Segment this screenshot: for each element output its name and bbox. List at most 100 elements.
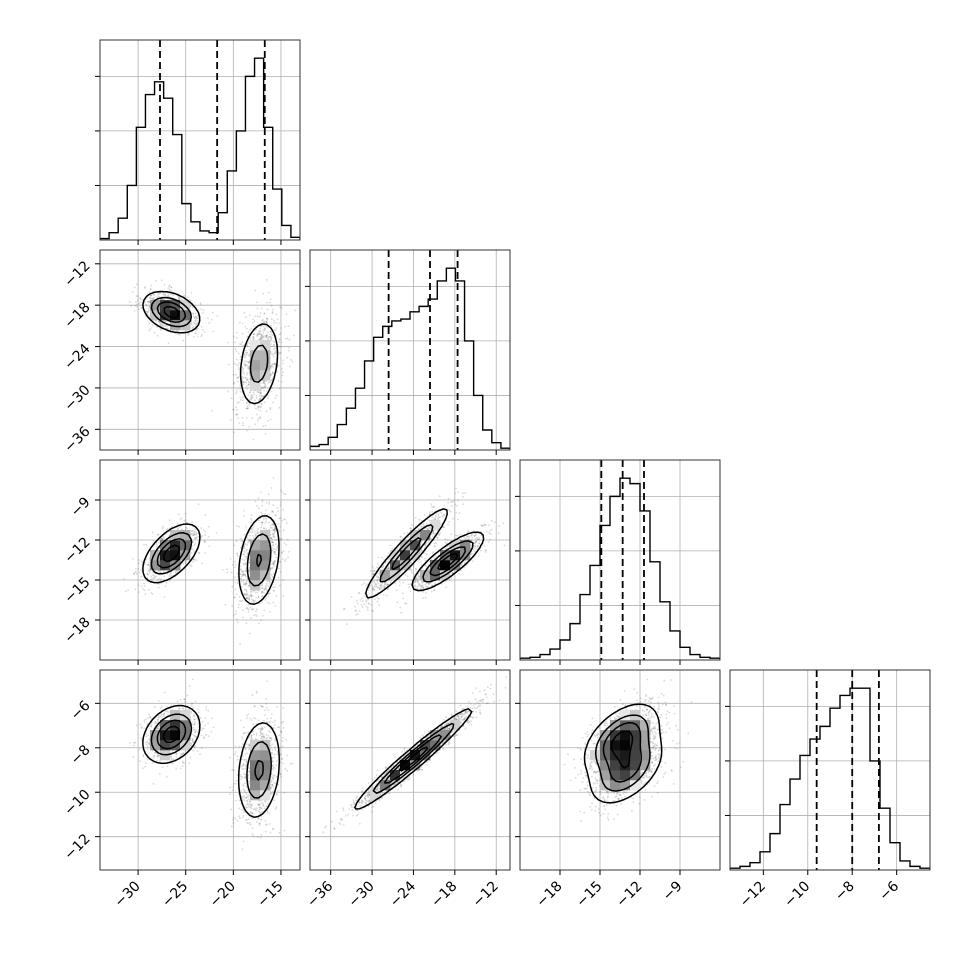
scatter-point: [175, 570, 178, 572]
scatter-point: [396, 601, 399, 604]
scatter-point: [274, 347, 277, 350]
scatter-point: [262, 527, 265, 530]
scatter-point: [245, 526, 248, 528]
scatter-point: [146, 312, 149, 315]
scatter-point: [450, 505, 453, 507]
scatter-point: [272, 561, 275, 564]
scatter-point: [279, 538, 282, 540]
scatter-point: [422, 523, 425, 525]
scatter-point: [185, 521, 188, 524]
scatter-point: [257, 595, 260, 598]
scatter-point: [190, 565, 193, 568]
scatter-point: [454, 503, 457, 506]
scatter-point: [243, 353, 246, 355]
scatter-point: [182, 339, 185, 342]
scatter-point: [264, 585, 267, 588]
scatter-point: [243, 559, 246, 561]
scatter-point: [259, 337, 262, 339]
scatter-point: [394, 582, 397, 585]
scatter-point: [255, 334, 258, 337]
scatter-point: [258, 315, 261, 318]
scatter-point: [273, 551, 276, 554]
scatter-point: [248, 598, 251, 601]
density-cell: [160, 300, 171, 311]
scatter-point: [260, 526, 263, 529]
scatter-point: [284, 518, 286, 521]
scatter-point: [148, 329, 151, 332]
scatter-point: [272, 586, 274, 589]
histogram-panel-2: [520, 460, 720, 660]
scatter-point: [168, 288, 171, 291]
scatter-point: [448, 509, 451, 511]
scatter-point: [435, 555, 437, 558]
scatter-point: [409, 583, 412, 586]
scatter-point: [138, 591, 140, 593]
scatter-point: [164, 324, 166, 327]
scatter-point: [270, 537, 273, 539]
scatter-point: [260, 335, 262, 338]
scatter-point: [238, 368, 241, 371]
scatter-point: [256, 532, 259, 534]
scatter-point: [239, 355, 242, 358]
scatter-point: [271, 567, 273, 570]
scatter-point: [358, 592, 361, 595]
scatter-point: [489, 538, 491, 541]
scatter-point: [261, 590, 264, 593]
scatter-point: [269, 407, 272, 409]
scatter-point: [268, 583, 271, 585]
scatter-point: [472, 529, 475, 532]
scatter-point: [161, 527, 164, 530]
scatter-point: [243, 362, 246, 365]
scatter-point: [468, 536, 471, 539]
scatter-point: [283, 542, 286, 544]
scatter-point: [251, 531, 254, 534]
scatter-point: [193, 530, 196, 533]
scatter-point: [431, 535, 434, 537]
scatter-point: [253, 601, 255, 603]
scatter-point: [245, 402, 248, 405]
scatter-point: [243, 563, 246, 566]
scatter-point: [246, 371, 249, 374]
scatter-point: [274, 548, 276, 550]
scatter-point: [267, 381, 270, 383]
scatter-point: [436, 536, 439, 539]
scatter-point: [190, 532, 193, 535]
scatter-point: [236, 573, 239, 575]
scatter-point: [152, 293, 155, 296]
scatter-point: [140, 560, 143, 563]
scatter-point: [255, 301, 258, 304]
scatter-point: [274, 529, 277, 531]
scatter-point: [264, 329, 266, 331]
scatter-point: [261, 337, 263, 340]
scatter-point: [417, 578, 420, 581]
scatter-point: [246, 352, 248, 354]
scatter-point: [247, 383, 250, 386]
scatter-point: [149, 288, 152, 290]
scatter-point: [263, 386, 266, 389]
scatter-point: [278, 530, 281, 533]
scatter-point: [265, 335, 267, 337]
scatter-point: [266, 336, 269, 339]
scatter-point: [272, 504, 275, 507]
scatter-point: [377, 562, 379, 565]
scatter-point: [165, 528, 168, 531]
scatter-point: [359, 598, 362, 601]
scatter-point: [448, 545, 451, 547]
scatter-point: [179, 297, 181, 300]
scatter-point: [274, 329, 277, 332]
scatter-point: [176, 330, 179, 332]
scatter-point: [161, 298, 164, 300]
scatter-point: [242, 377, 245, 379]
scatter-point: [361, 597, 363, 600]
scatter-point: [433, 518, 435, 520]
scatter-point: [241, 322, 244, 325]
scatter-point: [191, 521, 194, 523]
scatter-point: [470, 539, 473, 542]
scatter-point: [274, 559, 276, 562]
scatter-point: [235, 336, 238, 339]
scatter-point: [227, 390, 230, 393]
scatter-point: [250, 521, 252, 524]
scatter-point: [180, 517, 183, 519]
scatter-point: [372, 573, 374, 575]
scatter-point: [255, 596, 258, 599]
